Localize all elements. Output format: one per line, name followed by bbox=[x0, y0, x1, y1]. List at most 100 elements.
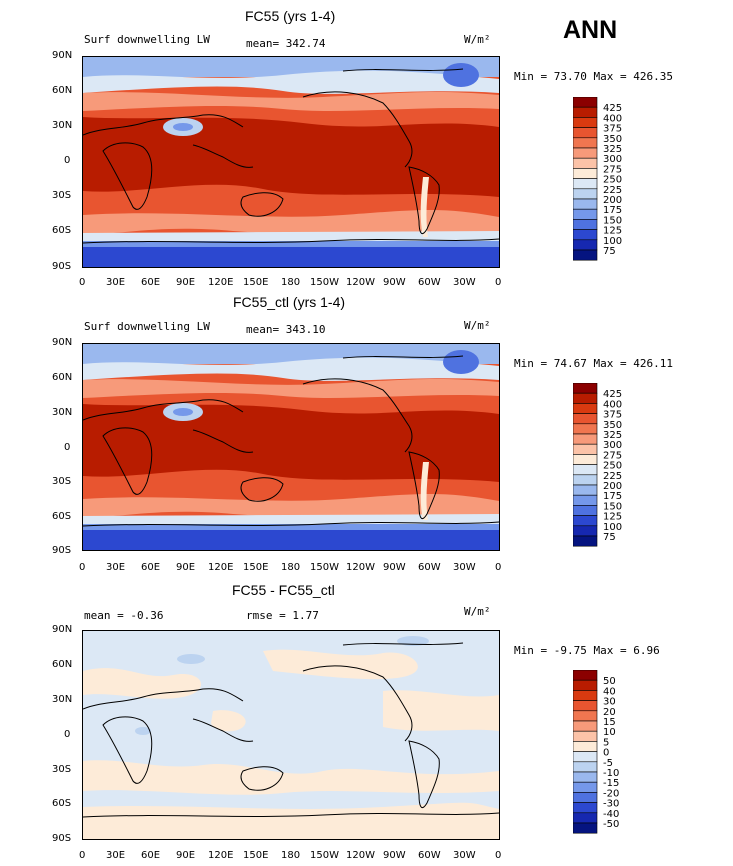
p1-xlabel-30e: 30E bbox=[106, 277, 126, 288]
colorbar-swatch bbox=[573, 515, 598, 527]
p1-xlabel-30w: 30W bbox=[453, 277, 476, 288]
colorbar-swatch bbox=[573, 741, 598, 752]
panel-2-units: W/m² bbox=[464, 319, 491, 332]
colorbar-swatch bbox=[573, 433, 598, 445]
p3-xlabel-0-east: 0 bbox=[495, 850, 502, 861]
colorbar-label: -40 bbox=[603, 809, 619, 820]
colorbar-swatch bbox=[573, 812, 598, 824]
colorbar-swatch bbox=[573, 403, 598, 414]
panel-2-map-svg bbox=[83, 344, 499, 550]
colorbar-swatch bbox=[573, 781, 598, 793]
p2-xlabel-150w: 150W bbox=[310, 562, 339, 573]
p3-xlabel-90w: 90W bbox=[383, 850, 406, 861]
colorbar-swatch bbox=[573, 822, 598, 834]
p1-xlabel-0-east: 0 bbox=[495, 277, 502, 288]
panel-2-minmax: Min = 74.67 Max = 426.11 bbox=[514, 357, 673, 370]
panel-2-stat-label: mean= 343.10 bbox=[246, 323, 326, 336]
colorbar-label: 425 bbox=[603, 389, 622, 400]
p1-ylabel-60n: 60N bbox=[52, 85, 73, 96]
colorbar-label: -30 bbox=[603, 799, 619, 810]
panel-1-colorbar: 425 400 375 350 325 300 275 250 225 200 175 150 125 1… bbox=[573, 97, 653, 265]
p2-ylabel-90s: 90S bbox=[52, 545, 72, 556]
panel-2-colorbar-svg: 4254003753503253002752502252001751501251… bbox=[573, 383, 622, 547]
colorbar-swatch bbox=[573, 97, 598, 108]
colorbar-swatch bbox=[573, 178, 598, 190]
panel-1-title: FC55 (yrs 1-4) bbox=[245, 8, 336, 24]
p3-xlabel-120w: 120W bbox=[346, 850, 375, 861]
p3-xlabel-60w: 60W bbox=[418, 850, 441, 861]
colorbar-swatch bbox=[573, 474, 598, 486]
colorbar-swatch bbox=[573, 137, 598, 149]
colorbar-swatch bbox=[573, 679, 598, 691]
colorbar-swatch bbox=[573, 730, 598, 742]
colorbar-swatch bbox=[573, 792, 598, 803]
panel-1-minmax: Min = 73.70 Max = 426.35 bbox=[514, 70, 673, 83]
panel-3-units: W/m² bbox=[464, 605, 491, 618]
p3-ylabel-90s: 90S bbox=[52, 833, 72, 844]
colorbar-swatch bbox=[573, 720, 598, 732]
colorbar-swatch bbox=[573, 751, 598, 763]
panel-1-map-svg bbox=[83, 57, 499, 267]
panel-3-colorbar: 50 40 30 20 15 10 5 0 -5 -10 -15 -20 -30 -40 -50 bbox=[573, 670, 653, 838]
p2-xlabel-60w: 60W bbox=[418, 562, 441, 573]
p2-xlabel-30e: 30E bbox=[106, 562, 126, 573]
p3-ylabel-90n: 90N bbox=[52, 624, 73, 635]
p2-ylabel-30s: 30S bbox=[52, 476, 72, 487]
p1-xlabel-90e: 90E bbox=[176, 277, 196, 288]
colorbar-label: 275 bbox=[603, 450, 622, 461]
colorbar-swatch bbox=[573, 802, 598, 814]
p2-ylabel-0: 0 bbox=[64, 442, 71, 453]
colorbar-label: 0 bbox=[603, 748, 609, 759]
p3-xlabel-180: 180 bbox=[281, 850, 301, 861]
colorbar-swatch bbox=[573, 484, 598, 496]
p3-xlabel-30w: 30W bbox=[453, 850, 476, 861]
p1-ylabel-0: 0 bbox=[64, 155, 71, 166]
colorbar-swatch bbox=[573, 443, 598, 455]
colorbar-label: 100 bbox=[603, 522, 622, 533]
colorbar-label: 100 bbox=[603, 236, 622, 247]
colorbar-label: 15 bbox=[603, 717, 616, 728]
panel-1-map bbox=[82, 56, 500, 268]
colorbar-label: 350 bbox=[603, 420, 622, 431]
p1-ylabel-60s: 60S bbox=[52, 225, 72, 236]
panel-3-stat-label: rmse = 1.77 bbox=[246, 609, 319, 622]
colorbar-swatch bbox=[573, 229, 598, 241]
p3-xlabel-0: 0 bbox=[79, 850, 86, 861]
colorbar-label: 125 bbox=[603, 512, 622, 523]
p1-xlabel-0: 0 bbox=[79, 277, 86, 288]
p3-ylabel-60n: 60N bbox=[52, 659, 73, 670]
p1-xlabel-150e: 150E bbox=[243, 277, 269, 288]
colorbar-label: 300 bbox=[603, 440, 622, 451]
panel-2-left-label: Surf downwelling LW bbox=[84, 320, 210, 333]
colorbar-label: 250 bbox=[603, 175, 622, 186]
colorbar-swatch bbox=[573, 771, 598, 783]
p2-ylabel-30n: 30N bbox=[52, 407, 73, 418]
panel-2-title: FC55_ctl (yrs 1-4) bbox=[233, 294, 346, 310]
p2-xlabel-90e: 90E bbox=[176, 562, 196, 573]
p3-ylabel-60s: 60S bbox=[52, 798, 72, 809]
p1-ylabel-30n: 30N bbox=[52, 120, 73, 131]
p2-xlabel-0: 0 bbox=[79, 562, 86, 573]
season-label: ANN bbox=[563, 16, 618, 44]
colorbar-label: -15 bbox=[603, 778, 619, 789]
panel-1-colorbar-svg: 4254003753503253002752502252001751501251… bbox=[573, 97, 622, 261]
p2-ylabel-90n: 90N bbox=[52, 337, 73, 348]
colorbar-label: 150 bbox=[603, 215, 622, 226]
p1-xlabel-120e: 120E bbox=[208, 277, 234, 288]
colorbar-label: 325 bbox=[603, 430, 622, 441]
p3-xlabel-150e: 150E bbox=[243, 850, 269, 861]
colorbar-label: 275 bbox=[603, 164, 622, 175]
colorbar-swatch bbox=[573, 494, 598, 506]
colorbar-label: 375 bbox=[603, 124, 622, 135]
colorbar-swatch bbox=[573, 700, 598, 712]
colorbar-swatch bbox=[573, 535, 598, 547]
colorbar-label: -10 bbox=[603, 768, 619, 779]
colorbar-label: 50 bbox=[603, 676, 616, 687]
p3-ylabel-0: 0 bbox=[64, 729, 71, 740]
colorbar-label: 125 bbox=[603, 226, 622, 237]
colorbar-swatch bbox=[573, 710, 598, 722]
colorbar-swatch bbox=[573, 249, 598, 261]
p2-ylabel-60s: 60S bbox=[52, 511, 72, 522]
colorbar-label: 375 bbox=[603, 410, 622, 421]
panel-2-map bbox=[82, 343, 500, 551]
